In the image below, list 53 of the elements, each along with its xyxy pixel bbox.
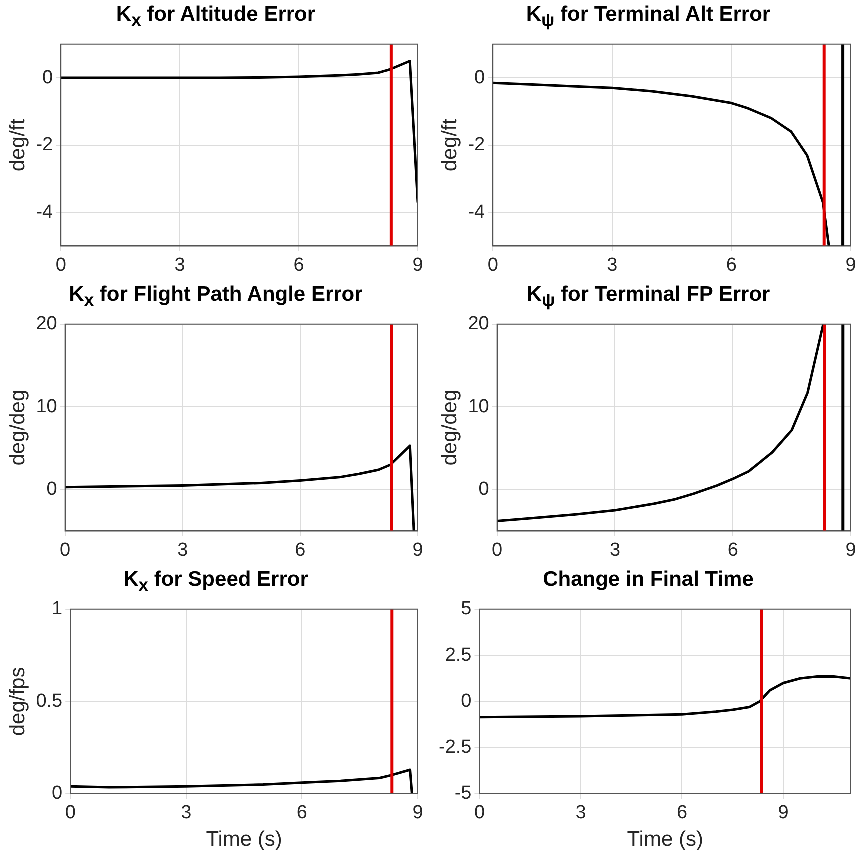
x-tick-label: 3 <box>610 540 621 561</box>
y-tick-label: -5 <box>454 783 472 804</box>
x-axis-title: Time (s) <box>627 828 704 852</box>
y-tick-label: 20 <box>468 314 490 335</box>
x-tick-label: 6 <box>676 802 688 824</box>
x-tick-label: 3 <box>576 802 586 824</box>
y-tick-label: 5 <box>461 598 472 620</box>
x-tick-label: 9 <box>846 254 856 276</box>
y-tick-label: 0 <box>46 479 58 500</box>
x-tick-label: 9 <box>412 540 424 561</box>
y-tick-label: 20 <box>36 314 58 335</box>
y-tick-label: -2.5 <box>438 737 472 758</box>
y-tick-label: 10 <box>36 396 58 418</box>
chart-title: Change in Final Time <box>542 567 755 593</box>
chart-title: K$_{ψ}$ for Terminal Alt Error <box>525 2 772 30</box>
x-tick-label: 3 <box>607 254 618 276</box>
x-tick-label: 6 <box>728 540 738 561</box>
x-tick-label: 6 <box>726 254 737 276</box>
x-tick-label: 0 <box>65 802 76 824</box>
y-tick-label: -4 <box>36 202 54 223</box>
x-tick-label: 3 <box>178 540 188 561</box>
y-tick-label: -4 <box>468 202 486 223</box>
x-tick-label: 6 <box>294 254 304 276</box>
y-axis-title: deg/ft <box>438 118 462 172</box>
y-tick-label: 0 <box>478 479 490 500</box>
y-tick-label: 2.5 <box>445 644 472 666</box>
x-tick-label: 9 <box>412 254 424 276</box>
y-tick-label: 10 <box>468 396 490 418</box>
chart-title: K$_{x}$ for Flight Path Angle Error <box>68 282 364 310</box>
chart-title: K$_{ψ}$ for Terminal FP Error <box>526 282 772 310</box>
y-axis-title: deg/fps <box>6 667 30 736</box>
x-tick-label: 3 <box>174 254 186 276</box>
y-axis-title: deg/ft <box>6 118 30 172</box>
x-tick-label: 9 <box>412 802 424 824</box>
x-tick-label: 9 <box>846 540 856 561</box>
y-tick-label: 0 <box>42 67 54 88</box>
x-tick-label: 6 <box>295 540 306 561</box>
y-tick-label: -2 <box>36 134 54 156</box>
y-tick-label: 0 <box>474 67 486 88</box>
chart-title: K$_{x}$ for Speed Error <box>122 567 310 596</box>
x-tick-label: 0 <box>492 540 503 561</box>
y-tick-label: 0 <box>461 690 472 712</box>
y-tick-label: 0 <box>52 783 63 804</box>
x-axis-title: Time (s) <box>206 828 282 852</box>
y-tick-label: 0.5 <box>36 690 63 712</box>
y-tick-label: 1 <box>52 598 63 620</box>
x-tick-label: 3 <box>181 802 192 824</box>
y-axis-title: deg/deg <box>438 390 462 466</box>
x-tick-label: 6 <box>296 802 308 824</box>
x-tick-label: 9 <box>778 802 789 824</box>
y-tick-label: -2 <box>468 134 486 156</box>
y-axis-title: deg/deg <box>6 390 30 466</box>
chart-title: K$_{x}$ for Altitude Error <box>115 2 317 30</box>
